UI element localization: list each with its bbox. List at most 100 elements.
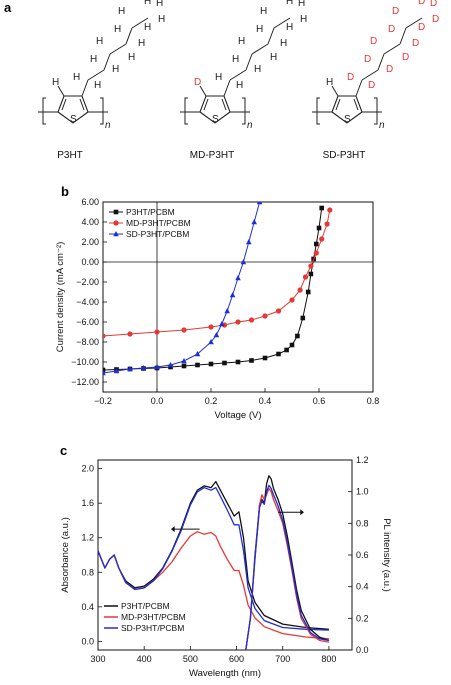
y-tick-label: 2.00: [81, 237, 99, 247]
x-tick-label: 0.0: [151, 396, 164, 406]
chain-bond: [223, 79, 231, 97]
molecule-name: MD-P3HT: [190, 150, 234, 161]
x-tick-label: 0.6: [313, 396, 326, 406]
data-point: [248, 317, 255, 323]
data-point: [275, 308, 282, 314]
series-SD-P3HT/PCBM: [103, 202, 263, 376]
y-tick-label: −8.00: [76, 337, 99, 347]
y-axis-label: Current density (mA cm⁻²): [55, 242, 66, 353]
thiophene-ring: [57, 95, 89, 124]
data-point: [314, 241, 319, 247]
chain-bond: [87, 69, 105, 81]
chain-substituent: D: [368, 80, 375, 91]
double-bond: [221, 98, 227, 111]
series-MD-P3HT/PCBM: [103, 207, 333, 339]
data-point: [284, 347, 289, 353]
data-point: [113, 220, 119, 226]
y2-tick-label: 1.0: [356, 487, 369, 497]
data-point: [319, 236, 325, 242]
sulfur-atom: S: [344, 114, 351, 125]
legend-label: P3HT/PCBM: [126, 207, 175, 217]
legend-label: P3HT/PCBM: [121, 601, 170, 611]
data-point: [181, 327, 187, 333]
ring-substituent: H: [52, 77, 59, 88]
chain-bond: [355, 79, 363, 97]
x-tick-label: 500: [183, 654, 198, 664]
chain-bond: [109, 43, 127, 55]
data-point: [208, 324, 214, 330]
chain-bond: [251, 43, 269, 55]
data-point: [240, 259, 247, 265]
chain-bond: [361, 69, 379, 81]
double-bond: [61, 98, 67, 111]
ring-substituent: D: [194, 77, 201, 88]
data-point: [256, 202, 263, 205]
data-point: [181, 358, 187, 364]
ring-h-bond: [57, 85, 65, 97]
y-tick-label: 0.4: [81, 602, 94, 612]
double-bond: [335, 98, 341, 111]
y2-tick-label: 0.0: [356, 645, 369, 655]
x-tick-label: 0.8: [367, 396, 380, 406]
data-point: [308, 263, 314, 269]
panel-label-b: b: [61, 184, 69, 199]
chain-substituent: H: [158, 14, 165, 25]
y-tick-label: −12.00: [71, 377, 99, 387]
data-point: [313, 250, 319, 256]
y-tick-label: −2.00: [76, 277, 99, 287]
x-tick-label: −0.2: [94, 396, 112, 406]
panel-label-c: c: [60, 443, 67, 458]
thiophene-ring: [199, 95, 231, 124]
double-bond: [353, 98, 359, 111]
data-point: [316, 225, 322, 231]
bracket-right: [374, 97, 378, 125]
series-pl-SD-P3HT/PCBM: [245, 484, 330, 650]
data-point: [222, 360, 227, 366]
data-point: [154, 364, 160, 370]
chain-substituent: H: [238, 36, 245, 47]
y-tick-label: 6.00: [81, 197, 99, 207]
chain-substituent: H: [156, 0, 163, 9]
chain-substituent: H: [260, 6, 267, 17]
data-point: [181, 363, 187, 369]
chain-substituent: H: [128, 52, 135, 63]
jv-chart: −0.2 0.0 0.2 0.4 0.6 0.8 6.00 4.00 2.00 0.00 −2.00…: [55, 197, 379, 421]
data-point: [195, 362, 200, 368]
x-tick-label: 800: [321, 654, 336, 664]
chain-substituent: H: [300, 14, 307, 25]
chain-substituent: D: [392, 6, 399, 17]
data-point: [297, 287, 303, 293]
chain-bond: [245, 53, 253, 71]
data-point: [262, 313, 268, 319]
chain-bond: [131, 17, 149, 29]
chain-substituent: H: [114, 24, 121, 35]
legend-label: MD-P3HT/PCBM: [126, 218, 191, 228]
y-axis-label: Absorbance (a.u.): [60, 517, 71, 593]
repeat-subscript: n: [379, 120, 385, 131]
chain-bond: [81, 79, 89, 97]
arrow-head-left: [170, 526, 175, 533]
data-point: [249, 358, 254, 363]
y-tick-label: 2.0: [81, 464, 94, 474]
data-point: [319, 205, 324, 211]
data-point: [289, 297, 295, 303]
chain-bond: [383, 43, 401, 55]
y2-tick-label: 0.8: [356, 518, 369, 528]
sulfur-atom: S: [212, 114, 219, 125]
data-point: [262, 355, 268, 361]
ring-substituent: H: [326, 77, 333, 88]
thiophene-ring: [331, 95, 363, 124]
data-point: [154, 329, 160, 335]
y-tick-label: −10.00: [71, 357, 99, 367]
chain-bond: [125, 27, 133, 45]
chain-bond: [267, 27, 275, 45]
data-point: [229, 292, 236, 298]
repeat-subscript: n: [247, 120, 253, 131]
data-point: [246, 239, 252, 245]
plot-frame: [102, 201, 374, 393]
data-point: [308, 271, 314, 277]
legend-label: SD-P3HT/PCBM: [121, 623, 184, 633]
data-point: [103, 333, 106, 339]
